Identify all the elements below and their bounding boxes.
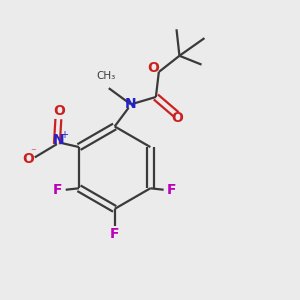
Text: CH₃: CH₃ <box>96 71 116 81</box>
Text: O: O <box>148 61 160 75</box>
Text: O: O <box>171 111 183 125</box>
Text: O: O <box>22 152 34 166</box>
Text: ⁻: ⁻ <box>30 147 36 157</box>
Text: F: F <box>167 183 177 197</box>
Text: F: F <box>53 183 62 197</box>
Text: +: + <box>60 130 68 140</box>
Text: F: F <box>110 227 119 241</box>
Text: N: N <box>52 133 64 147</box>
Text: O: O <box>53 104 65 118</box>
Text: N: N <box>125 98 137 111</box>
